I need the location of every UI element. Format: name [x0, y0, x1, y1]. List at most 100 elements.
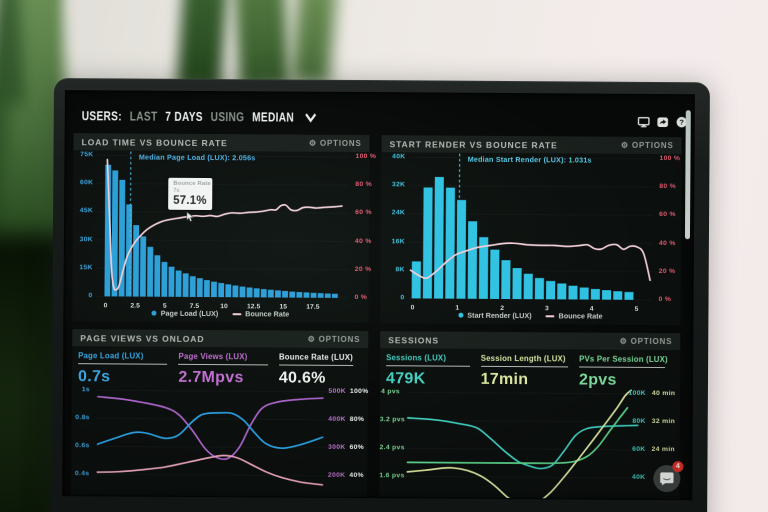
legend-item[interactable]: Start Render (LUX) — [458, 310, 532, 321]
y-axis-label: 24 min — [651, 445, 675, 454]
y-axis-label: 4 pvs — [381, 388, 400, 396]
screen-content: USERS: LAST 7 DAYS USING MEDIAN ? — [63, 91, 694, 500]
bar — [225, 284, 232, 298]
bar — [434, 176, 444, 299]
legend-item[interactable]: Bounce Rate — [232, 309, 290, 319]
bounce-rate-line — [409, 242, 651, 282]
bar — [118, 179, 126, 297]
legend-line-swatch — [545, 314, 555, 317]
chart-plot-page-views-vs-onload — [96, 390, 327, 486]
y-axis-label: 60% — [349, 443, 365, 452]
chevron-down-icon[interactable] — [305, 113, 317, 123]
y-axis-label: 32K — [391, 181, 406, 189]
bar — [310, 292, 317, 298]
chart-plot-load-time-vs-bounce-rate — [104, 151, 343, 298]
bounce-rate-line — [106, 158, 343, 291]
y-axis-label: 8K — [395, 266, 405, 274]
legend-dot-swatch — [151, 310, 157, 316]
y-axis-label: 20 % — [354, 265, 372, 273]
bar — [232, 285, 239, 298]
gridline — [409, 242, 653, 244]
y-axis-label: 0.8s — [75, 414, 90, 422]
y-axis-label: 80% — [349, 415, 365, 424]
bar — [579, 287, 589, 300]
legend-label: Start Render (LUX) — [467, 310, 532, 321]
bar — [239, 286, 246, 298]
chart-plot-sessions — [406, 389, 642, 500]
y-axis-label: 40K — [631, 473, 646, 481]
bar — [275, 290, 281, 298]
legend-label: Bounce Rate — [245, 309, 290, 319]
gridline — [409, 214, 653, 216]
bar — [161, 261, 168, 297]
y-axis-label: 20 % — [658, 267, 676, 275]
series-line — [406, 406, 629, 465]
dashboard-title-part: LAST — [129, 108, 158, 124]
bar — [456, 199, 467, 299]
dashboard-title-part: 7 DAYS — [165, 108, 203, 124]
y-axis-label: 15K — [79, 263, 93, 272]
bar — [568, 285, 578, 300]
bar — [175, 270, 182, 297]
dashboard-title: USERS: LAST 7 DAYS USING MEDIAN — [82, 107, 317, 127]
y-axis-label: 40% — [349, 471, 364, 480]
y-axis-label: 40 % — [354, 237, 372, 245]
icon-shape — [305, 113, 317, 123]
series-line — [97, 395, 324, 461]
bar — [111, 170, 119, 297]
gridline — [96, 390, 327, 392]
bar — [168, 266, 175, 297]
help-icon[interactable]: ? — [676, 116, 688, 128]
chart-plot-start-render-vs-bounce-rate — [409, 153, 653, 300]
chat-notification-badge: 4 — [672, 461, 684, 473]
y-axis-label: 40K — [392, 153, 406, 161]
share-icon[interactable] — [657, 116, 669, 128]
legend-label: Page Load (LUX) — [160, 308, 219, 319]
y-axis-label: 60 % — [659, 211, 676, 219]
y-axis-label: 60 % — [355, 209, 372, 217]
dashboard-title-part: USERS: — [81, 108, 122, 124]
gridline — [409, 186, 653, 188]
y-axis-label: 0.4s — [74, 470, 90, 478]
y-axis-label: 80K — [632, 417, 646, 425]
bar — [218, 282, 225, 298]
dashboard-title-part: MEDIAN — [252, 109, 295, 125]
bar — [296, 292, 303, 298]
y-axis-label: 60K — [632, 445, 646, 453]
gridline — [406, 448, 642, 450]
y-axis-label: 24K — [391, 209, 406, 217]
y-axis-label: 75K — [80, 151, 94, 159]
dashboard-title-part: USING — [210, 109, 245, 125]
y-axis-label: 0 % — [354, 293, 368, 302]
bar — [196, 278, 203, 297]
plant-leaf — [234, 0, 290, 90]
bar — [324, 293, 331, 298]
median-line — [129, 151, 132, 297]
icon-shape — [659, 119, 667, 125]
scrollbar-thumb[interactable] — [684, 110, 691, 240]
bar — [154, 255, 161, 297]
y-axis-label: 80 % — [355, 181, 373, 189]
tooltip-x-value: 7s — [173, 188, 180, 195]
y-axis-label: 100K — [628, 389, 646, 397]
header-icons: ? — [637, 116, 688, 128]
chat-launcher-button[interactable]: 4 — [653, 461, 684, 493]
gridline — [406, 392, 642, 394]
monitor-bezel: USERS: LAST 7 DAYS USING MEDIAN ? — [50, 78, 710, 512]
legend-item[interactable]: Page Load (LUX) — [151, 308, 219, 319]
icon-shape — [640, 126, 647, 128]
y-axis-label: 16K — [391, 237, 405, 245]
bar — [613, 291, 623, 300]
bar — [512, 268, 522, 300]
bar — [189, 276, 196, 297]
panels-grid: LOAD TIME VS BOUNCE RATE ⚙ OPTIONS 75K 60K 45… — [66, 91, 694, 500]
y-axis-label: 60K — [79, 179, 94, 187]
y-axis-label: 45K — [79, 207, 94, 215]
chat-bubble-icon — [660, 472, 674, 486]
bar — [282, 290, 288, 298]
display-icon[interactable] — [637, 116, 650, 128]
legend-item[interactable]: Bounce Rate — [545, 311, 603, 321]
y-axis-label: 400K — [328, 415, 346, 423]
bar — [490, 249, 500, 299]
y-axis-label: 32 min — [651, 417, 676, 426]
